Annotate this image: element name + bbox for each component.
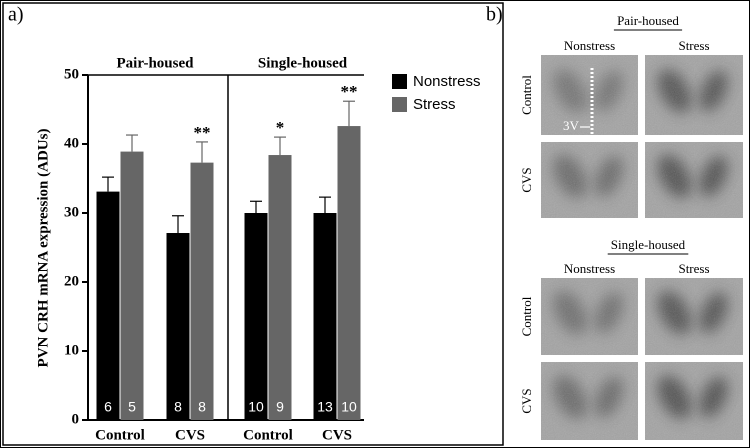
grain [541, 142, 638, 218]
bar [190, 162, 214, 420]
grain [645, 142, 743, 218]
x-tick-label: Control [243, 427, 293, 443]
grain [541, 362, 638, 440]
micrograph [541, 55, 638, 135]
micrograph [645, 55, 743, 135]
column-label: Nonstress [564, 261, 615, 276]
y-tick-label: 50 [64, 66, 79, 82]
section-title: Single-housed [611, 237, 686, 252]
grain [645, 55, 743, 135]
group-label: Pair-housed [117, 55, 195, 71]
micrograph [541, 278, 638, 355]
column-label: Stress [678, 261, 709, 276]
micrograph [645, 362, 743, 440]
column-label: Nonstress [564, 38, 615, 53]
n-label: 8 [174, 399, 182, 415]
column-label: Stress [678, 38, 709, 53]
significance-label: ** [194, 123, 211, 142]
x-tick-label: CVS [175, 427, 205, 443]
y-tick-label: 20 [64, 273, 79, 289]
significance-label: * [276, 118, 285, 137]
bar [313, 213, 337, 420]
n-label: 6 [104, 399, 112, 415]
bar [96, 191, 120, 420]
grain [645, 278, 743, 355]
x-tick-label: Control [95, 427, 145, 443]
y-tick-label: 0 [72, 411, 80, 427]
micrograph-content [541, 142, 638, 218]
y-tick-label: 10 [64, 342, 79, 358]
micrograph [541, 362, 638, 440]
micrograph [645, 142, 743, 218]
legend-label: Stress [413, 96, 456, 113]
micrograph [645, 278, 743, 355]
section-title: Pair-housed [617, 13, 679, 28]
significance-label: ** [341, 82, 358, 101]
legend-swatch [392, 97, 407, 112]
micrograph [541, 142, 638, 218]
panel-label: b) [486, 4, 503, 26]
bar [120, 151, 144, 420]
ventricle-label: 3V [563, 118, 580, 133]
panel-a-border [2, 2, 504, 446]
row-label: CVS [519, 388, 534, 413]
row-label: Control [519, 296, 534, 336]
micrograph-content [645, 55, 743, 135]
panel-label: a) [8, 4, 24, 26]
n-label: 8 [198, 399, 206, 415]
row-label: Control [519, 75, 534, 115]
group-label: Single-housed [258, 55, 348, 71]
bar [244, 213, 268, 420]
micrograph-content [645, 362, 743, 440]
n-label: 9 [276, 399, 284, 415]
micrograph-content [541, 55, 638, 135]
grain [645, 362, 743, 440]
n-label: 10 [248, 399, 264, 415]
legend-label: Nonstress [413, 73, 481, 90]
n-label: 5 [128, 399, 136, 415]
n-label: 13 [317, 399, 333, 415]
micrograph-content [541, 278, 638, 355]
bar [166, 233, 190, 420]
grain [541, 278, 638, 355]
y-axis-label: PVN CRH mRNA expression (ADUs) [35, 129, 51, 368]
n-label: 10 [341, 399, 357, 415]
legend-swatch [392, 74, 407, 89]
micrograph-content [645, 142, 743, 218]
bar [337, 126, 361, 420]
x-tick-label: CVS [322, 427, 352, 443]
bar [268, 155, 292, 421]
micrograph-content [541, 362, 638, 440]
grain [541, 55, 638, 135]
row-label: CVS [519, 167, 534, 192]
micrograph-content [645, 278, 743, 355]
y-tick-label: 30 [64, 204, 79, 220]
y-tick-label: 40 [64, 135, 79, 151]
